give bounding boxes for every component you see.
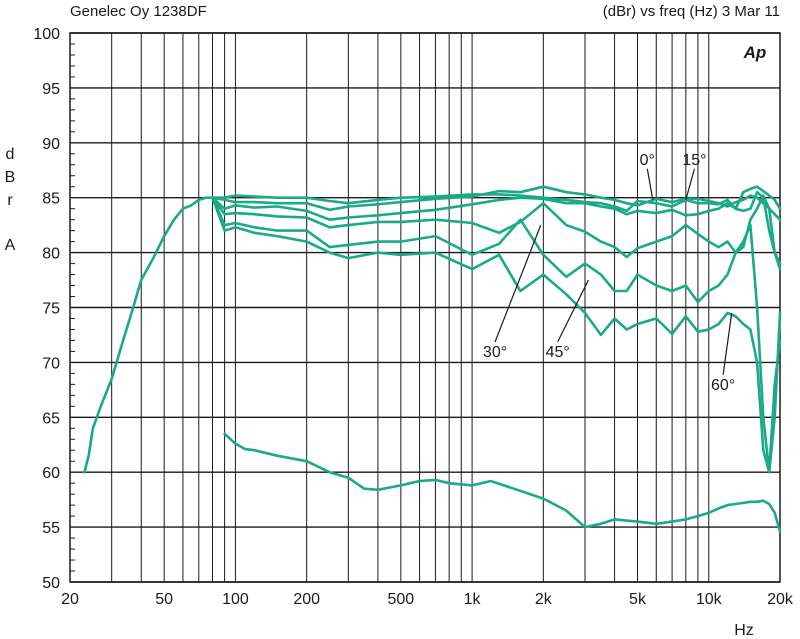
x-tick-label: 100 [222, 591, 249, 608]
annotation-leader [722, 312, 733, 375]
grid-lines [69, 32, 781, 583]
y-label-letter: r [7, 192, 13, 209]
x-tick-label: 10k [696, 591, 723, 608]
y-tick-label: 80 [42, 246, 60, 263]
ap-logo: Ap [743, 43, 767, 62]
y-tick-label: 70 [42, 355, 60, 372]
x-tick-label: 20 [61, 591, 79, 608]
series-line [211, 196, 782, 474]
plot-border [69, 32, 781, 583]
x-tick-label: 500 [387, 591, 414, 608]
y-label-letter: d [6, 146, 15, 163]
series-line [211, 185, 782, 221]
x-tick-label: 2k [535, 591, 553, 608]
x-tick-label: 20k [767, 591, 794, 608]
annotation-label: 30° [483, 344, 507, 361]
y-tick-label: 50 [42, 575, 60, 592]
x-axis-ticks: 20 50 100 200 500 1k 2k 5k 10k 20k [61, 591, 794, 608]
y-label-letter: A [5, 237, 16, 254]
x-tick-label: 1k [464, 591, 482, 608]
y-axis-ticks: 50 55 60 65 70 75 80 85 90 95 100 [33, 26, 60, 592]
plot-frame [69, 32, 781, 583]
chart-subtitle: (dBr) vs freq (Hz) 3 Mar 11 [603, 3, 780, 20]
series-line [83, 185, 782, 474]
y-tick-label: 60 [42, 465, 60, 482]
x-tick-label: 200 [293, 591, 320, 608]
x-tick-label: 5k [629, 591, 647, 608]
annotation-label: 60° [711, 377, 735, 394]
x-axis-label: Hz [734, 622, 754, 639]
annotation-label: 15° [682, 152, 706, 169]
series-line [211, 196, 782, 474]
y-tick-label: 75 [42, 301, 60, 318]
y-tick-label: 100 [33, 26, 60, 43]
y-tick-label: 85 [42, 191, 60, 208]
y-tick-label: 90 [42, 136, 60, 153]
annotation-label: 0° [640, 152, 655, 169]
annotation-leader [557, 279, 589, 343]
y-tick-label: 55 [42, 520, 60, 537]
annotation-leader [685, 168, 696, 201]
annotation-leader [646, 168, 654, 200]
y-label-letter: B [5, 169, 16, 186]
angle-annotations: 0° 15° 30° 45° 60° [483, 152, 735, 394]
x-tick-label: 50 [155, 591, 173, 608]
annotation-label: 45° [546, 344, 570, 361]
series-line [223, 432, 782, 533]
series-lines [83, 185, 782, 533]
y-tick-label: 65 [42, 410, 60, 427]
chart-title: Genelec Oy 1238DF [70, 3, 207, 20]
series-line [211, 194, 782, 271]
series-line [211, 190, 782, 265]
y-axis-label: dBr A [5, 146, 16, 254]
y-tick-label: 95 [42, 81, 60, 98]
annotation-leader [494, 224, 542, 343]
